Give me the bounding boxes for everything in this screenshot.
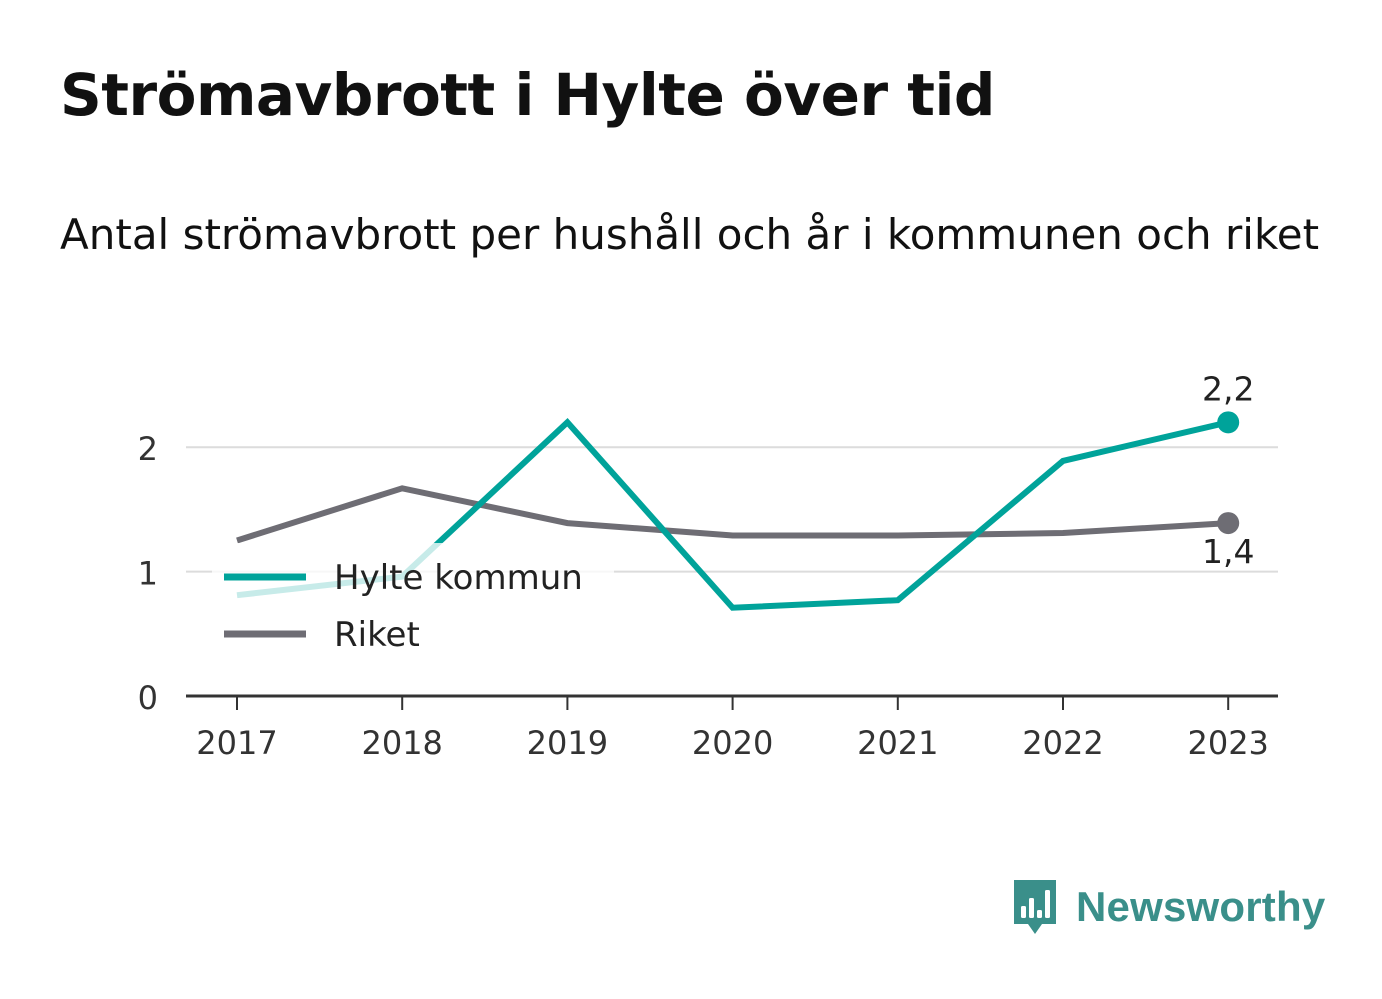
end-point-marker [1217,411,1240,434]
end-labels: 2,2 1,4 [1202,369,1254,571]
x-tick-label: 2023 [1187,724,1268,762]
end-point-marker [1217,512,1240,535]
x-axis: 2017 2018 2019 2020 2021 2022 2023 [186,694,1278,762]
y-tick-label: 0 [138,679,158,717]
legend-label: Riket [334,615,420,655]
end-value-label: 1,4 [1202,532,1254,571]
newsworthy-logo-icon [1014,880,1056,934]
end-value-label: 2,2 [1202,369,1254,408]
legend: Hylte kommun Riket [212,543,614,665]
legend-label: Hylte kommun [334,558,583,598]
chart-title: Strömavbrott i Hylte över tid [60,61,995,129]
x-tick-label: 2022 [1022,724,1103,762]
x-tick-label: 2018 [361,724,442,762]
y-axis: 0 1 2 [138,430,158,717]
y-tick-label: 1 [138,555,158,593]
chart-subtitle: Antal strömavbrott per hushåll och år i … [60,210,1320,259]
x-tick-label: 2020 [692,724,773,762]
brand-name: Newsworthy [1076,883,1326,930]
newsworthy-brand: Newsworthy [1010,876,1325,938]
x-tick-label: 2017 [196,724,277,762]
legend-background [212,543,614,665]
series-line-riket [236,485,1229,544]
y-tick-label: 2 [138,430,158,468]
x-tick-label: 2021 [857,724,938,762]
x-tick-label: 2019 [527,724,608,762]
